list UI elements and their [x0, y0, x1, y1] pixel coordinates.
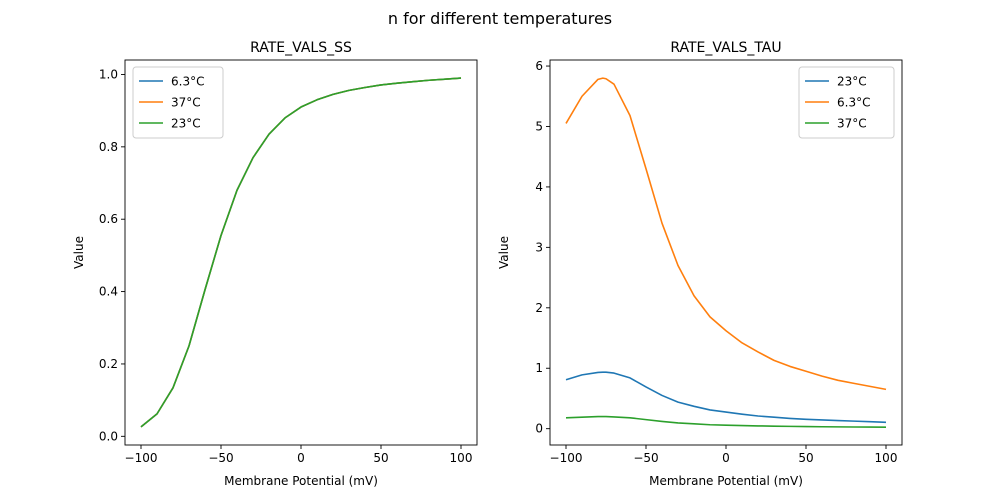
legend-label: 6.3°C [837, 96, 870, 110]
x-tick-label: 0 [722, 451, 730, 465]
legend-label: 37°C [837, 117, 867, 131]
legend-label: 37°C [171, 96, 201, 110]
y-tick-label: 0 [535, 422, 543, 436]
series-line-3 [565, 415, 887, 429]
legend-label: 23°C [171, 117, 201, 131]
x-axis-label: Membrane Potential (mV) [649, 474, 803, 488]
x-axis-label: Membrane Potential (mV) [224, 474, 378, 488]
subplot-title: RATE_VALS_TAU [670, 40, 781, 56]
y-tick-label: 0.4 [99, 285, 118, 299]
x-tick-label: −50 [633, 451, 658, 465]
x-tick-label: 50 [373, 451, 388, 465]
y-axis-label: Value [72, 236, 86, 269]
y-tick-label: 0.6 [99, 212, 118, 226]
subplot-2: RATE_VALS_TAU −100 −50 0 50 100 0 1 2 3 4 5 6 Membran… [497, 40, 903, 488]
x-tick-label: 100 [450, 451, 473, 465]
y-tick-label: 3 [535, 240, 543, 254]
y-tick-label: 5 [535, 119, 543, 133]
legend-label: 6.3°C [171, 75, 204, 89]
series-line-1 [565, 371, 887, 424]
legend: 6.3°C 37°C 23°C [132, 66, 224, 139]
subplot-1: RATE_VALS_SS −100 −50 0 50 100 0.0 0.2 0.4 0.6 0.8… [72, 40, 478, 488]
x-tick-label: −100 [125, 451, 158, 465]
series-line-2 [565, 77, 887, 391]
y-tick-label: 0.0 [99, 429, 118, 443]
legend-box [132, 66, 224, 139]
y-tick-label: 1 [535, 361, 543, 375]
y-tick-label: 1.0 [99, 67, 118, 81]
x-tick-label: 100 [875, 451, 898, 465]
legend: 23°C 6.3°C 37°C [798, 66, 895, 139]
x-tick-label: 0 [297, 451, 305, 465]
y-tick-label: 4 [535, 180, 543, 194]
y-tick-label: 0.8 [99, 140, 118, 154]
y-axis-label: Value [497, 236, 511, 269]
x-tick-label: −50 [208, 451, 233, 465]
x-tick-label: 50 [798, 451, 813, 465]
y-tick-label: 0.2 [99, 357, 118, 371]
figure-suptitle: n for different temperatures [388, 9, 612, 28]
legend-box [798, 66, 895, 139]
legend-label: 23°C [837, 75, 867, 89]
subplot-title: RATE_VALS_SS [250, 40, 352, 56]
series-line-3 [140, 77, 462, 428]
x-tick-label: −100 [550, 451, 583, 465]
y-tick-label: 6 [535, 59, 543, 73]
y-tick-label: 2 [535, 301, 543, 315]
